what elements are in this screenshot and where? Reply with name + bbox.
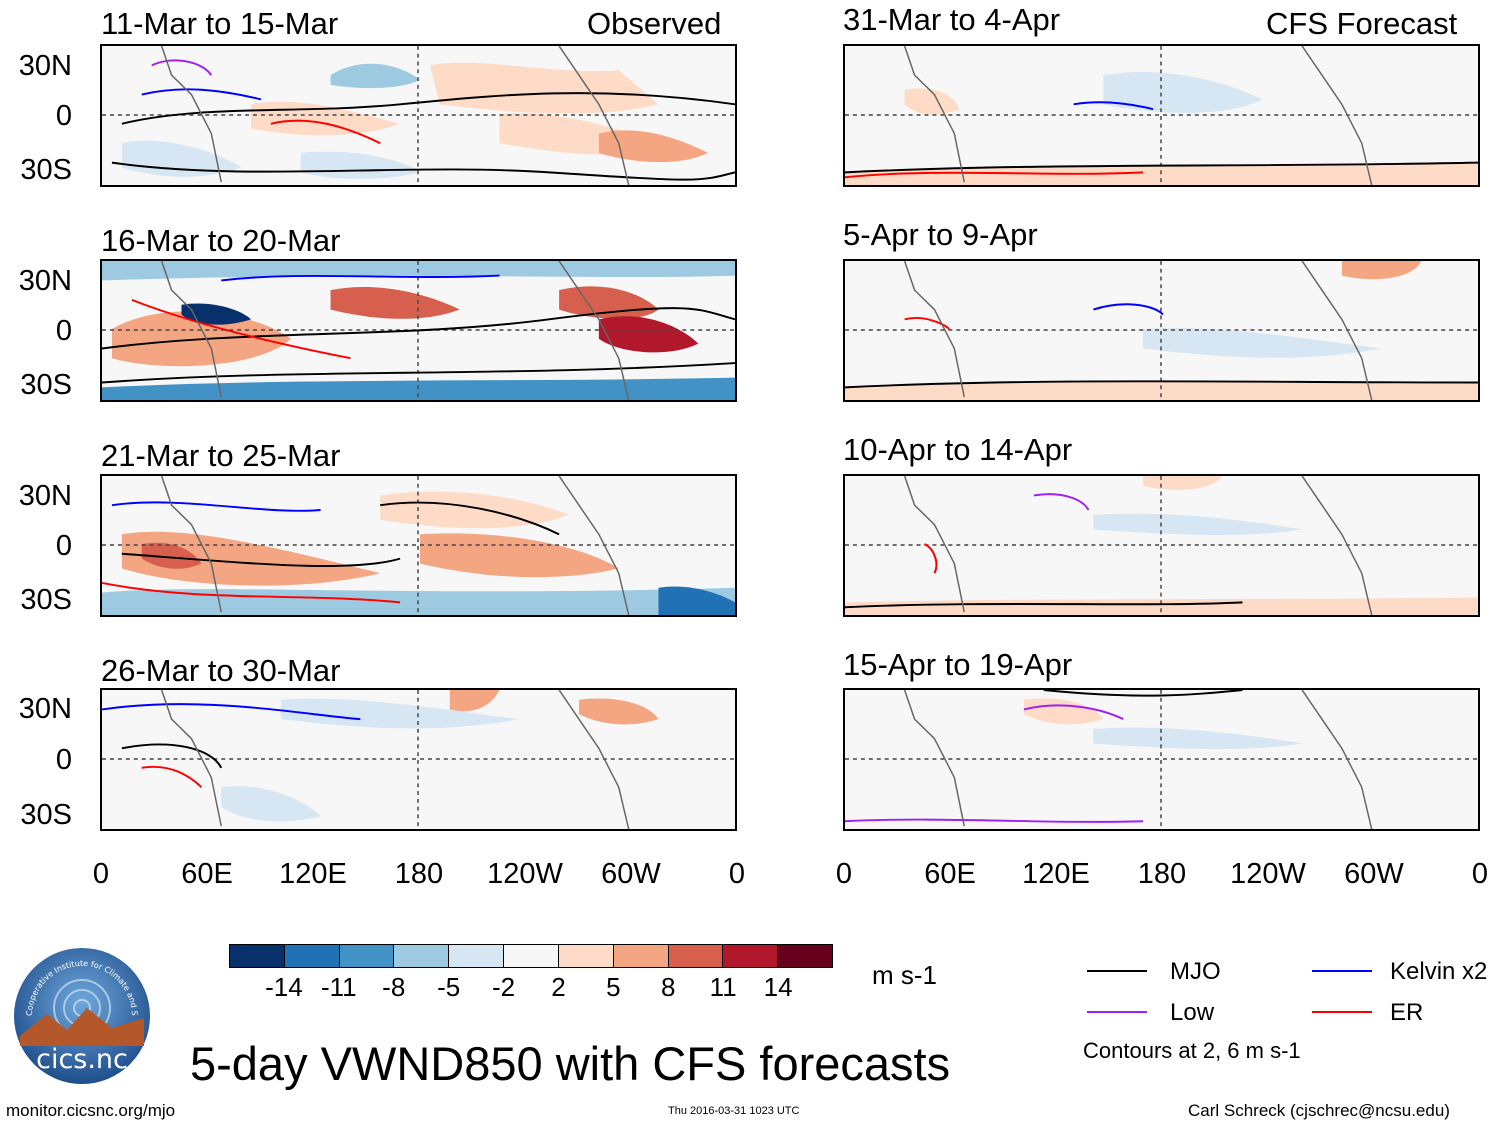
colorbar-segment — [504, 945, 559, 967]
map-panel-forecast-2 — [843, 259, 1480, 402]
legend-kelvin-label: Kelvin x2 — [1390, 958, 1488, 985]
panel-title-4: 26-Mar to 30-Mar — [101, 653, 341, 688]
panel-title-3: 21-Mar to 25-Mar — [101, 438, 341, 473]
legend-low-line — [1087, 1011, 1147, 1013]
lon-label: 60E — [181, 858, 233, 890]
lon-label: 120E — [279, 858, 347, 890]
lon-label: 0 — [1471, 858, 1489, 890]
panel-title-6: 5-Apr to 9-Apr — [843, 217, 1038, 252]
map-panel-observed-4 — [100, 688, 737, 831]
lat-label: 30S — [20, 799, 72, 831]
colorbar-segment — [230, 945, 285, 967]
lat-label: 30S — [20, 154, 72, 186]
lat-label: 0 — [55, 530, 72, 562]
colorbar-tick-label: 14 — [763, 972, 793, 1002]
colorbar-segment — [449, 945, 505, 967]
lon-label: 120W — [487, 858, 563, 890]
colorbar-segment — [778, 945, 832, 967]
colorbar-tick-label: 11 — [709, 972, 737, 1002]
panel-title-2: 16-Mar to 20-Mar — [101, 223, 341, 258]
lon-label: 0 — [92, 858, 110, 890]
lat-label: 30S — [20, 584, 72, 616]
lon-label: 120W — [1230, 858, 1306, 890]
colorbar-segment — [613, 945, 669, 967]
panel-title-8: 15-Apr to 19-Apr — [843, 647, 1073, 682]
colorbar-tick-label: -11 — [320, 972, 357, 1002]
panel-title-7: 10-Apr to 14-Apr — [843, 432, 1073, 467]
lon-label: 0 — [835, 858, 853, 890]
lon-label: 180 — [394, 858, 444, 890]
colorbar-segment — [284, 945, 340, 967]
contour-note: Contours at 2, 6 m s-1 — [1083, 1038, 1301, 1063]
lon-label: 60W — [601, 858, 661, 890]
colorbar-units: m s-1 — [872, 960, 937, 990]
map-panel-forecast-3 — [843, 474, 1480, 617]
footer-url: monitor.cicsnc.org/mjo — [6, 1101, 176, 1120]
cfs-forecast-label: CFS Forecast — [1266, 6, 1458, 41]
lat-label: 0 — [55, 744, 72, 776]
legend-er-label: ER — [1390, 999, 1424, 1026]
cics-logo: Cooperative Institute for Climate and Sa… — [10, 939, 152, 1086]
lat-label: 0 — [55, 315, 72, 347]
colorbar-tick-label: 5 — [606, 972, 621, 1002]
legend-low-label: Low — [1170, 999, 1215, 1026]
lat-label: 0 — [55, 100, 72, 132]
colorbar — [229, 944, 833, 968]
map-panel-observed-1 — [100, 44, 737, 187]
footer-author: Carl Schreck (cjschrec@ncsu.edu) — [1188, 1101, 1450, 1120]
panel-title-1: 11-Mar to 15-Mar — [101, 6, 339, 41]
lon-label: 180 — [1137, 858, 1187, 890]
map-panel-observed-2 — [100, 259, 737, 402]
colorbar-segment — [558, 945, 614, 967]
legend-kelvin-line — [1312, 970, 1372, 972]
colorbar-segment — [339, 945, 395, 967]
panel-title-5: 31-Mar to 4-Apr — [843, 2, 1061, 37]
observed-label: Observed — [587, 6, 722, 41]
colorbar-segment — [394, 945, 450, 967]
lon-label: 60W — [1344, 858, 1404, 890]
colorbar-tick-label: -8 — [382, 972, 406, 1002]
lat-label: 30N — [18, 265, 72, 297]
map-panel-forecast-4 — [843, 688, 1480, 831]
lat-label: 30S — [20, 369, 72, 401]
lat-label: 30N — [18, 480, 72, 512]
lon-label: 60E — [924, 858, 976, 890]
lat-label: 30N — [18, 50, 72, 82]
colorbar-segment — [723, 945, 779, 967]
legend-mjo-line — [1087, 970, 1147, 972]
legend-er-line — [1312, 1011, 1372, 1013]
colorbar-segment — [668, 945, 724, 967]
colorbar-tick-label: -14 — [265, 972, 303, 1002]
colorbar-tick-label: -2 — [491, 972, 516, 1002]
lat-label: 30N — [18, 693, 72, 725]
map-panel-observed-3 — [100, 474, 737, 617]
colorbar-tick-label: 8 — [661, 972, 676, 1002]
lon-label: 0 — [728, 858, 746, 890]
colorbar-tick-label: 2 — [551, 972, 566, 1002]
legend-mjo-label: MJO — [1170, 958, 1221, 985]
footer-timestamp: Thu 2016-03-31 1023 UTC — [668, 1105, 800, 1117]
main-title: 5-day VWND850 with CFS forecasts — [190, 1037, 951, 1090]
map-panel-forecast-1 — [843, 44, 1480, 187]
lon-label: 120E — [1022, 858, 1090, 890]
logo-text: cics.nc — [36, 1044, 128, 1075]
colorbar-tick-label: -5 — [437, 972, 461, 1002]
